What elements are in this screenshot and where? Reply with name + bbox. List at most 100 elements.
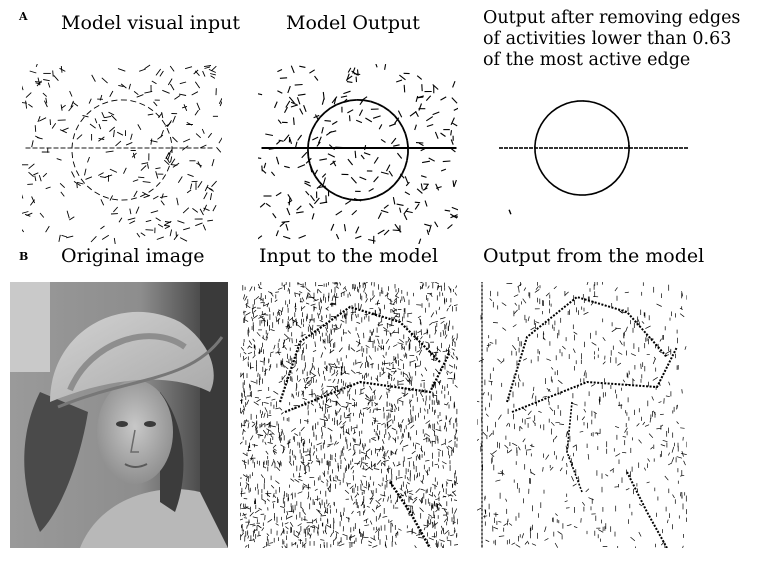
texture-edge [347,330,351,334]
texture-edge [323,375,326,381]
noise-edge [261,165,263,172]
texture-edge [248,327,250,333]
texture-edge [381,422,385,426]
texture-edge [246,525,248,529]
texture-edge [341,405,347,408]
texture-edge [294,433,299,436]
texture-edge [489,298,493,301]
noise-edge [98,172,104,176]
contour-edge [72,133,76,140]
texture-edge [423,331,428,335]
noise-edge [155,171,159,179]
noise-edge [386,164,391,172]
texture-edge [644,424,650,427]
texture-edge [411,450,416,455]
noise-edge [311,213,315,220]
noise-edge [167,120,172,127]
texture-edge [322,339,326,343]
texture-edge [602,361,606,365]
texture-edge [335,282,339,285]
texture-edge [254,509,260,514]
texture-edge [392,461,396,467]
texture-edge [258,315,264,319]
texture-edge [416,356,419,361]
texture-edge [438,285,442,288]
noise-edge [144,64,151,70]
noise-edge [142,191,150,197]
noise-edge [202,224,207,231]
texture-edge [660,541,665,546]
noise-edge [99,176,106,179]
texture-edge [251,421,255,424]
contour-edge [370,100,378,105]
texture-edge [586,282,589,286]
texture-edge [317,370,321,377]
texture-edge [324,511,329,514]
texture-edge [243,506,249,508]
noise-edge [101,112,105,119]
texture-edge [490,453,495,458]
texture-edge [330,532,333,538]
texture-edge [374,402,378,406]
texture-edge [252,529,258,532]
noise-edge [125,141,133,146]
noise-edge [61,234,68,238]
noise-edge [508,209,512,215]
texture-edge [527,410,532,416]
noise-edge [183,104,188,111]
contour-edge [166,165,170,172]
contour-edge [627,150,630,157]
contour-edge [511,346,678,413]
texture-edge [385,535,388,541]
caption-thresholded-output: Output after removing edges of activitie… [483,8,741,70]
texture-edge [638,439,642,444]
noise-edge [373,156,379,164]
texture-edge [360,489,366,492]
texture-edge [375,377,379,382]
texture-edge [360,387,366,391]
texture-edge [293,534,299,539]
texture-edge [287,287,290,292]
noise-edge [319,158,328,161]
noise-edge [409,111,417,117]
texture-edge [417,330,422,334]
noise-edge [178,93,187,96]
texture-edge [387,419,392,423]
contour-edge [537,124,542,131]
texture-edge [350,495,353,501]
texture-edge [442,495,447,498]
texture-edge [662,439,668,443]
texture-edge [428,438,432,444]
texture-edge [385,479,389,483]
noise-edge [377,212,382,219]
texture-edge [425,459,430,462]
texture-edge [300,506,305,511]
texture-edge [640,363,642,370]
texture-edge [451,348,456,351]
texture-edge [262,545,266,548]
noise-edge [440,168,447,172]
noise-edge [310,194,316,202]
contour-edge [627,137,630,144]
texture-edge [630,536,636,542]
noise-edge [76,134,83,140]
texture-edge [390,468,393,475]
texture-edge [340,291,346,294]
texture-edge [244,419,248,424]
noise-edge [38,174,42,182]
texture-edge [373,420,379,422]
contour-edge [594,101,601,106]
noise-edge [202,70,206,77]
texture-edge [334,458,337,463]
texture-edge [342,533,347,537]
texture-edge [543,331,545,335]
texture-edge [443,403,448,406]
texture-edge [272,493,275,498]
texture-edge [450,355,454,360]
texture-edge [573,331,578,335]
texture-edge [275,523,279,526]
texture-edge [270,329,275,332]
texture-edge [350,535,356,538]
noise-edge [109,126,115,132]
noise-edge [90,235,97,243]
